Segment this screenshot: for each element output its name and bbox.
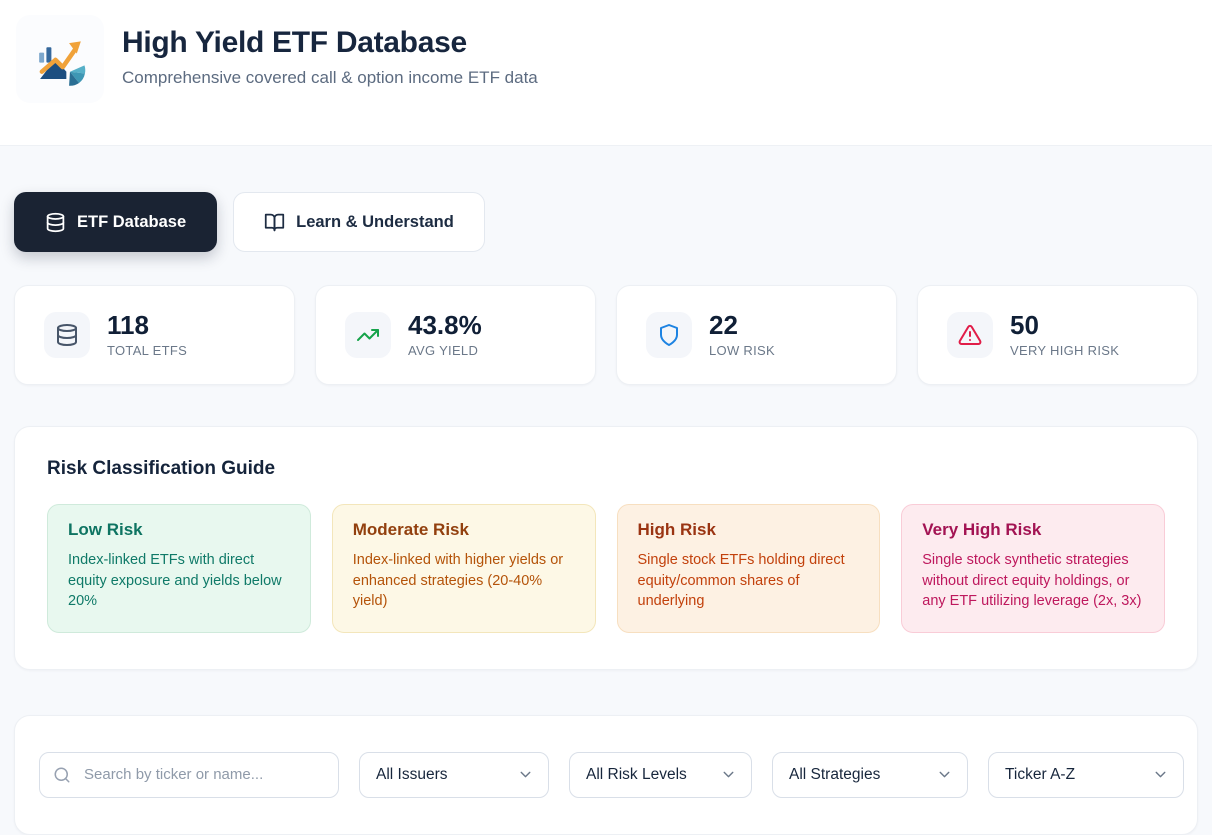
stat-text: 50 VERY HIGH RISK [1010,309,1120,359]
stat-text: 118 TOTAL ETFS [107,309,188,359]
dropdown-value: All Strategies [789,765,881,783]
risk-card-moderate: Moderate Risk Index-linked with higher y… [331,504,596,633]
issuer-filter-dropdown[interactable]: All Issuers [359,751,549,798]
dropdown-value: Ticker A-Z [1005,765,1076,783]
header-title-block: High Yield ETF Database Comprehensive co… [122,15,538,88]
stat-value: 118 [107,309,149,340]
chevron-down-icon [936,766,953,783]
dropdown-value: All Risk Levels [586,765,687,783]
risk-card-description: Single stock ETFs holding direct equity/… [637,552,845,610]
stat-value: 43.8% [408,309,482,340]
stat-label: LOW RISK [709,343,775,359]
tab-learn-understand[interactable]: Learn & Understand [233,192,485,252]
stat-value: 22 [709,309,738,340]
risk-card-high: High Risk Single stock ETFs holding dire… [616,504,881,633]
dropdown-value: All Issuers [376,765,448,783]
stat-label: AVG YIELD [408,343,479,359]
risk-card-title: Very High Risk [922,520,1042,539]
risk-level-filter-dropdown[interactable]: All Risk Levels [569,751,752,798]
trending-up-icon [345,312,391,358]
stat-value: 50 [1010,309,1039,340]
risk-card-description: Single stock synthetic strategies withou… [922,552,1142,610]
risk-guide-title: Risk Classification Guide [47,458,276,479]
risk-classification-guide: Risk Classification Guide Low Risk Index… [14,426,1198,670]
alert-triangle-icon [947,312,993,358]
tab-etf-database[interactable]: ETF Database [14,192,218,252]
chevron-down-icon [720,766,737,783]
chevron-down-icon [1152,766,1169,783]
view-tabs: ETF Database Learn & Understand [14,192,1198,252]
filter-bar: All Issuers All Risk Levels All Strategi… [14,714,1198,835]
app-logo [16,15,104,103]
page-subtitle: Comprehensive covered call & option inco… [122,68,538,87]
page-title: High Yield ETF Database [122,26,467,59]
risk-card-description: Index-linked with higher yields or enhan… [352,552,564,610]
risk-card-description: Index-linked ETFs with direct equity exp… [68,552,282,610]
stat-card-avg-yield: 43.8% AVG YIELD [315,285,596,385]
tab-label: Learn & Understand [296,212,454,231]
search-field-wrapper [39,751,339,798]
main-content: ETF Database Learn & Understand [0,192,1212,835]
sort-order-dropdown[interactable]: Ticker A-Z [988,751,1184,798]
database-icon [44,312,90,358]
risk-card-very-high: Very High Risk Single stock synthetic st… [901,504,1165,633]
tab-label: ETF Database [77,212,187,231]
risk-card-title: Moderate Risk [352,520,469,539]
database-icon [45,212,66,233]
risk-card-title: Low Risk [68,520,143,539]
stat-card-total-etfs: 118 TOTAL ETFS [14,285,295,385]
app-header: High Yield ETF Database Comprehensive co… [0,0,1212,146]
risk-card-low: Low Risk Index-linked ETFs with direct e… [47,504,311,633]
risk-guide-grid: Low Risk Index-linked ETFs with direct e… [47,504,1165,633]
shield-icon [646,312,692,358]
stat-text: 22 LOW RISK [709,309,775,359]
search-input[interactable] [39,751,339,798]
book-open-icon [264,212,285,233]
chevron-down-icon [517,766,534,783]
stat-text: 43.8% AVG YIELD [408,309,482,359]
risk-card-title: High Risk [637,520,716,539]
stat-card-low-risk: 22 LOW RISK [616,285,897,385]
stat-label: TOTAL ETFS [107,343,188,359]
stats-row: 118 TOTAL ETFS 43.8% AVG YIELD [14,285,1198,385]
growth-chart-logo-icon [31,30,89,88]
strategy-filter-dropdown[interactable]: All Strategies [772,751,968,798]
stat-label: VERY HIGH RISK [1010,343,1120,359]
stat-card-very-high-risk: 50 VERY HIGH RISK [917,285,1198,385]
